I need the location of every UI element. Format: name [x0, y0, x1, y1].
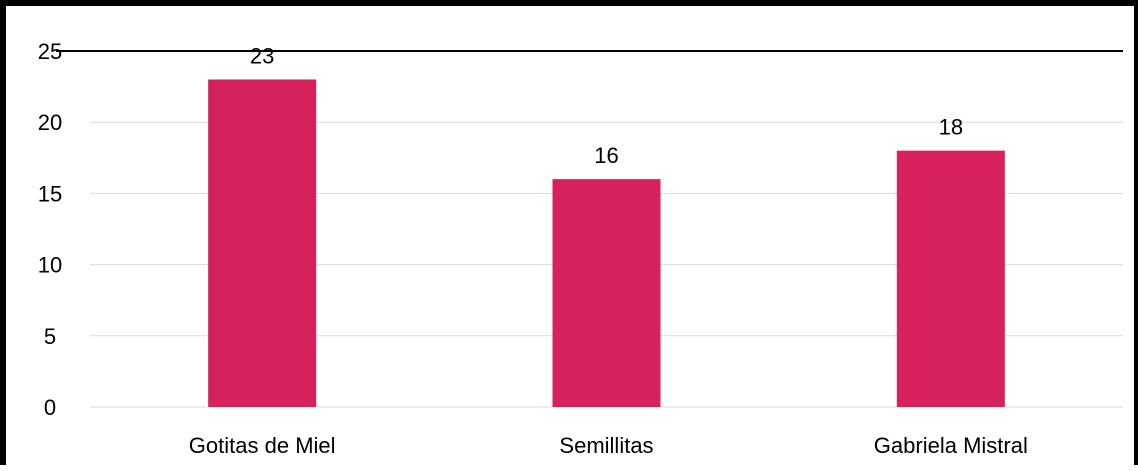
y-tick-label-0: 0	[44, 395, 56, 420]
y-tick-label-5: 5	[44, 324, 56, 349]
category-label-2: Gabriela Mistral	[874, 433, 1028, 458]
category-label-1: Semillitas	[559, 433, 653, 458]
y-tick-label-10: 10	[38, 253, 62, 278]
data-label-2: 18	[939, 115, 963, 140]
bar-chart: 0 5 10 15 20 25 23 Gotitas de Miel 16 Semillitas 1…	[38, 39, 1123, 458]
bar-1	[552, 179, 661, 407]
y-tick-label-15: 15	[38, 181, 62, 206]
data-label-0: 23	[250, 43, 274, 68]
bar-0	[208, 79, 317, 407]
category-label-0: Gotitas de Miel	[189, 433, 336, 458]
data-label-1: 16	[594, 143, 618, 168]
y-tick-label-25: 25	[38, 39, 62, 64]
y-tick-label-20: 20	[38, 110, 62, 135]
bar-2	[896, 150, 1005, 407]
